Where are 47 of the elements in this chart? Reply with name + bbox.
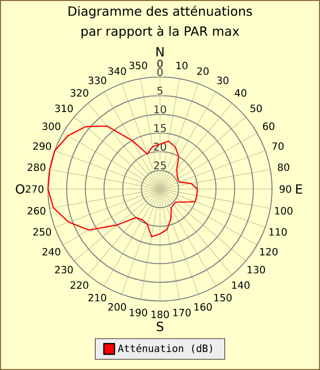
legend-label: Atténuation (dB) <box>118 344 212 354</box>
spoke-label: 290 <box>33 142 52 150</box>
spoke-label: 110 <box>269 228 287 236</box>
text: N <box>156 47 164 56</box>
spoke-label: 100 <box>275 207 292 215</box>
spoke-label: 330 <box>88 76 106 84</box>
y-tick-label: 25 <box>154 161 166 170</box>
spoke-label: 80 <box>278 163 290 172</box>
spoke-label: 20 <box>197 67 209 75</box>
spoke-label: 30 <box>217 76 228 84</box>
spoke-label: 200 <box>108 303 126 311</box>
spoke-label: 140 <box>232 281 250 289</box>
spoke-label: 350 <box>129 62 148 70</box>
spoke-label: 260 <box>28 207 46 215</box>
y-tick-label: 10 <box>154 105 166 114</box>
spoke-label: 280 <box>28 163 46 172</box>
spoke-label: 160 <box>194 303 212 311</box>
spoke-label: 220 <box>70 281 88 289</box>
spoke-label: 170 <box>173 308 191 316</box>
chart-subtitle: par rapport à la PAR max <box>82 26 240 38</box>
spoke-label: 230 <box>55 266 73 274</box>
spoke-label: 310 <box>55 104 73 112</box>
spoke-label: 180 <box>152 310 169 318</box>
text: E <box>296 184 302 194</box>
y-tick-label: 0 <box>157 68 163 76</box>
spoke-label: 320 <box>70 89 88 97</box>
spoke-label: 270 <box>26 185 44 193</box>
spoke-label: 10 <box>176 62 188 70</box>
spoke-label: 90 <box>280 185 292 193</box>
spoke-label: 130 <box>248 266 265 274</box>
spoke-label: 300 <box>42 122 60 130</box>
spoke-label: 70 <box>272 142 284 150</box>
text: O <box>16 184 24 194</box>
spoke-label: 50 <box>250 104 262 112</box>
spoke-label: 120 <box>260 248 278 256</box>
text: S <box>156 322 164 332</box>
spoke-label: 40 <box>234 89 246 97</box>
spoke-label: 210 <box>88 294 106 302</box>
spoke-label: 60 <box>262 122 274 130</box>
chart-title: Diagramme des atténuations <box>68 6 252 18</box>
y-tick-label: 5 <box>157 86 162 95</box>
spoke-label: 240 <box>42 248 60 256</box>
spoke-label: 190 <box>130 308 148 316</box>
spoke-label: 150 <box>214 294 232 302</box>
spoke-label: 340 <box>108 67 126 75</box>
y-tick-label: 15 <box>154 124 166 132</box>
spoke-label: 250 <box>33 228 52 236</box>
